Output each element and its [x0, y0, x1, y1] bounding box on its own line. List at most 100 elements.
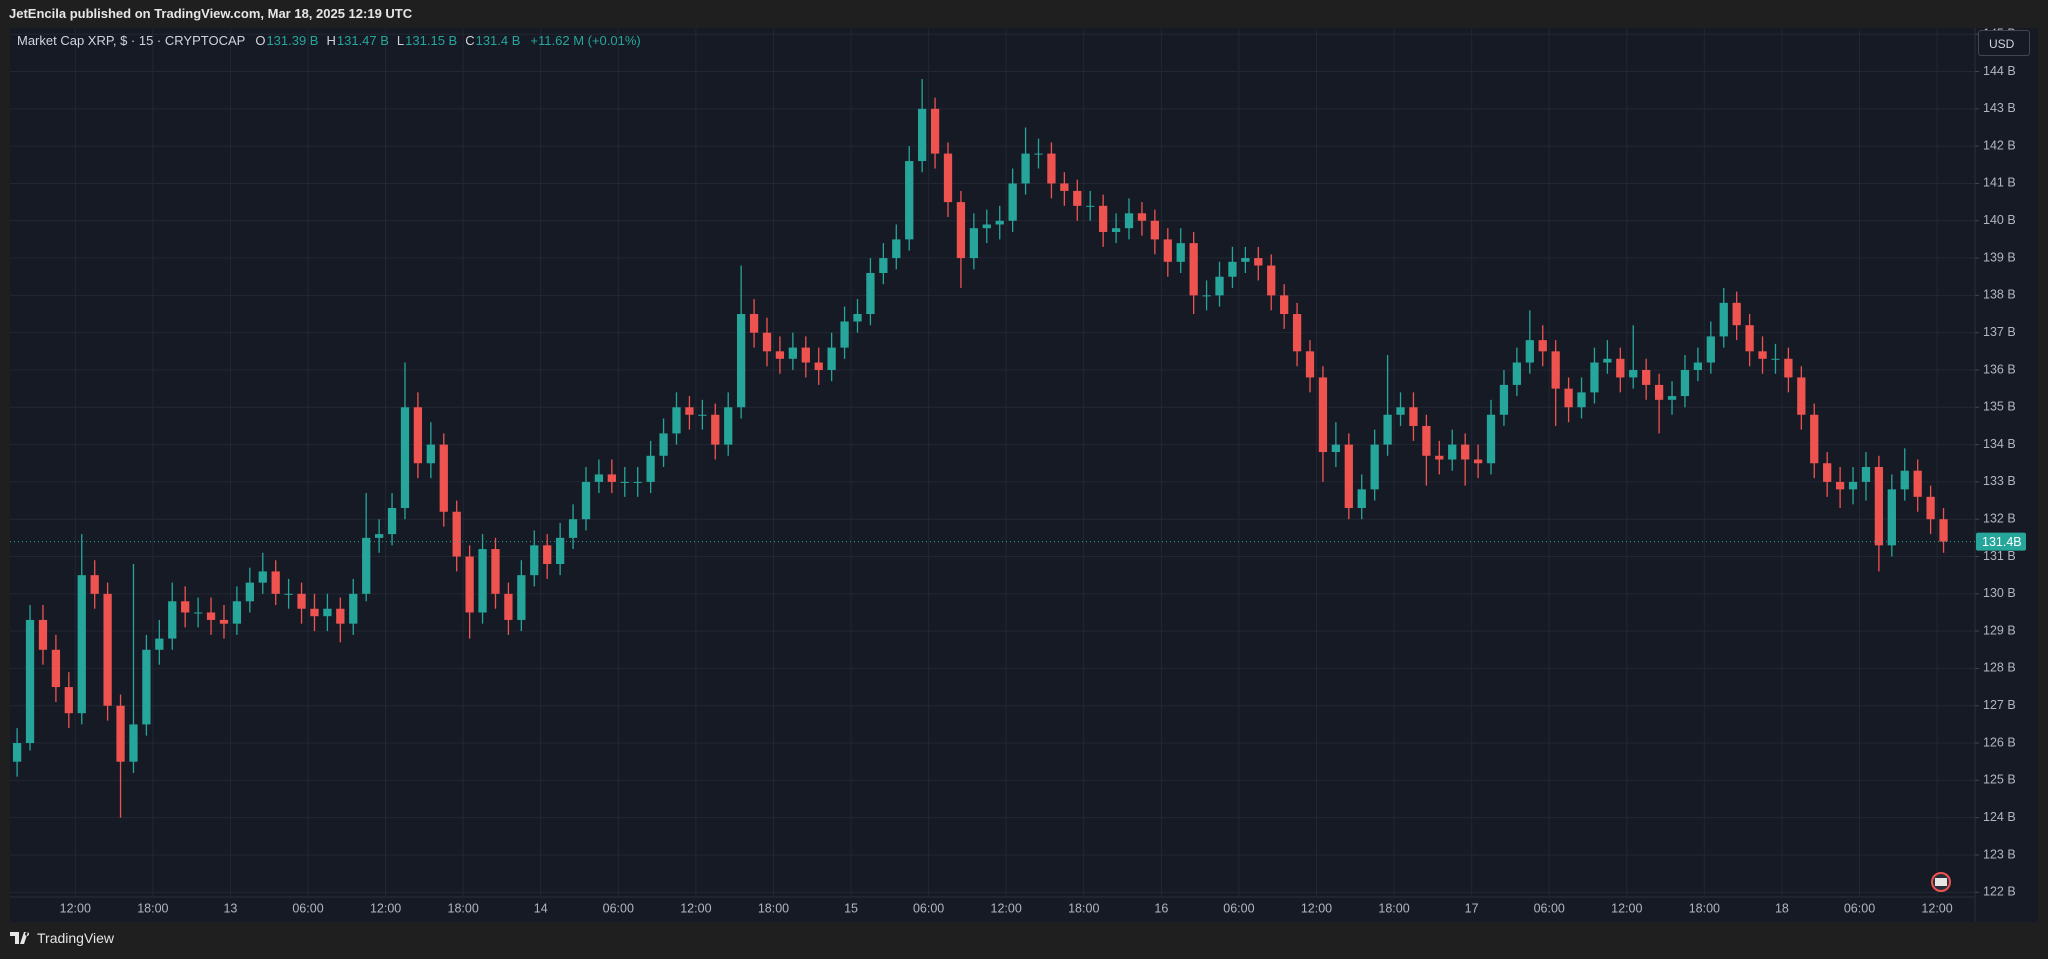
- candle-body: [1111, 228, 1121, 232]
- y-tick-label: 142 B: [1983, 138, 2016, 152]
- candle-body: [245, 582, 254, 602]
- candle-body: [181, 601, 190, 613]
- x-tick-label: 12:00: [370, 901, 401, 915]
- candle-body: [478, 549, 487, 613]
- candle-body: [491, 549, 500, 594]
- candle-body: [1577, 392, 1586, 408]
- candle-body: [1021, 153, 1030, 184]
- candle-body: [38, 619, 48, 650]
- candle-body: [1835, 481, 1845, 490]
- candle-body: [1810, 414, 1819, 464]
- candle-body: [336, 608, 345, 624]
- candle-body: [1732, 302, 1741, 326]
- y-tick-label: 138 B: [1983, 288, 2016, 302]
- y-tick-label: 134 B: [1983, 437, 2016, 451]
- candle-body: [1099, 205, 1108, 232]
- candle-body: [206, 612, 216, 620]
- candle-body: [749, 314, 759, 333]
- x-tick-label: 06:00: [1534, 901, 1565, 915]
- x-tick-label: 06:00: [913, 901, 944, 915]
- candle-body: [1861, 466, 1871, 482]
- candle-body: [258, 571, 267, 583]
- candle-body: [801, 347, 810, 363]
- candle-body: [1202, 295, 1211, 297]
- y-tick-label: 131 B: [1983, 549, 2016, 563]
- y-tick-label: 135 B: [1983, 400, 2016, 414]
- candle-body: [1228, 261, 1237, 277]
- candle-body: [724, 407, 733, 445]
- candle-body: [142, 649, 151, 725]
- candle-body: [1254, 258, 1263, 266]
- candle-body: [1383, 414, 1392, 445]
- candle-body: [633, 481, 642, 483]
- candle-body: [646, 455, 655, 482]
- x-tick-label: 18:00: [1689, 901, 1720, 915]
- ohlc-value: 131.47 B: [336, 33, 389, 48]
- x-tick-label: 12:00: [680, 901, 711, 915]
- grid: [10, 29, 1975, 896]
- publisher-bar: JetEncila published on TradingView.com, …: [9, 6, 413, 21]
- ohlc-key: C: [465, 33, 475, 48]
- ohlc-value: 131.39 B: [266, 33, 319, 48]
- candle-body: [116, 705, 125, 762]
- candle-body: [1305, 351, 1315, 378]
- event-flag-icon: [1935, 878, 1947, 886]
- candle-body: [1435, 455, 1444, 460]
- candle-body: [930, 108, 940, 154]
- candle-body: [1461, 444, 1470, 460]
- candle-body: [1241, 258, 1250, 262]
- ohlc-key: H: [326, 33, 336, 48]
- ohlc-item: L131.15 B: [397, 33, 457, 48]
- ohlc-item: H131.47 B: [326, 33, 388, 48]
- ohlc-item: O131.39 B: [255, 33, 318, 48]
- candle-body: [1280, 295, 1289, 315]
- symbol: Market Cap XRP, $ · 15 · CRYPTOCAP: [17, 33, 246, 48]
- candle-body: [1473, 459, 1483, 464]
- candle-body: [1448, 444, 1457, 460]
- ohlc-key: O: [255, 33, 266, 48]
- candle-body: [51, 649, 61, 688]
- x-tick-label: 13: [223, 901, 237, 915]
- candle-body: [1176, 243, 1185, 262]
- candle-body: [853, 314, 862, 322]
- candle-body: [1124, 213, 1134, 229]
- candle-body: [1926, 496, 1935, 520]
- candle-body: [1939, 519, 1948, 542]
- ohlc-key: L: [396, 33, 405, 48]
- candle-body: [1034, 153, 1043, 155]
- candle-body: [1848, 481, 1858, 490]
- y-tick-label: 130 B: [1983, 586, 2016, 600]
- x-tick-label: 12:00: [1611, 901, 1642, 915]
- candle-body: [1525, 340, 1534, 363]
- candle-body: [1771, 358, 1780, 360]
- candle-body: [90, 575, 99, 594]
- currency-button[interactable]: USD: [1978, 30, 2030, 56]
- candle-body: [1344, 444, 1353, 509]
- change: +11.62 M (+0.01%): [530, 33, 641, 48]
- candle-body: [1008, 183, 1017, 221]
- candle-body: [672, 407, 681, 434]
- candle-body: [1086, 205, 1095, 207]
- candle-body: [1629, 369, 1638, 378]
- candle-body: [1357, 489, 1366, 509]
- candle-body: [1409, 407, 1418, 426]
- x-tick-label: 18: [1775, 901, 1789, 915]
- candle-body: [1693, 362, 1703, 370]
- candle-body: [1396, 407, 1405, 415]
- candle-body: [271, 571, 280, 594]
- candle-body: [1642, 369, 1651, 385]
- candle-body: [1292, 314, 1302, 352]
- candle-body: [400, 407, 410, 509]
- candle-body: [1667, 396, 1677, 400]
- candle-body: [1538, 340, 1547, 352]
- candle-body: [1215, 276, 1224, 296]
- candle-body: [892, 239, 901, 259]
- x-tick-label: 18:00: [1068, 901, 1099, 915]
- candle-body: [77, 575, 86, 714]
- x-tick-label: 06:00: [1844, 901, 1875, 915]
- candle-body: [814, 362, 823, 370]
- candle-body: [232, 601, 242, 624]
- y-tick-label: 144 B: [1983, 64, 2016, 78]
